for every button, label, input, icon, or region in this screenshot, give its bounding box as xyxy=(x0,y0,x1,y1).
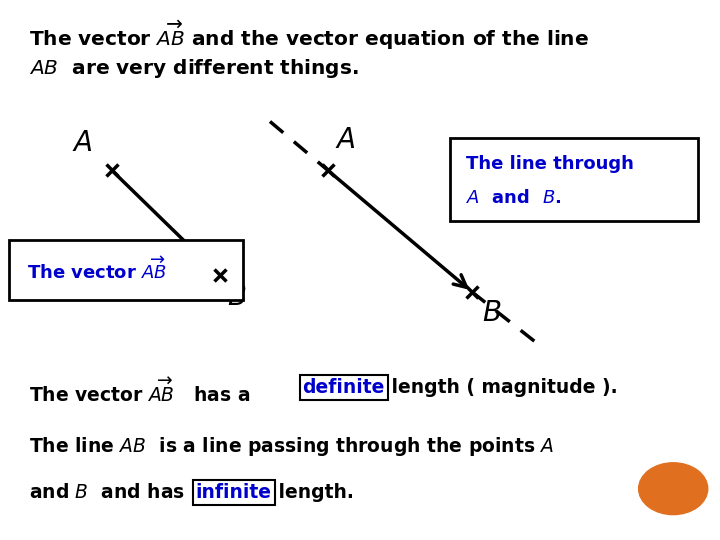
Text: $B$: $B$ xyxy=(482,299,502,327)
Text: infinite: infinite xyxy=(196,483,272,502)
Text: length ( magnitude ).: length ( magnitude ). xyxy=(385,378,618,397)
Circle shape xyxy=(639,463,708,515)
FancyBboxPatch shape xyxy=(9,240,243,300)
Text: length.: length. xyxy=(272,483,354,502)
FancyBboxPatch shape xyxy=(450,138,698,221)
Text: $B$: $B$ xyxy=(227,283,246,311)
Text: and $B$  and has: and $B$ and has xyxy=(29,483,186,502)
Text: definite: definite xyxy=(302,378,384,397)
Text: The line $AB$  is a line passing through the points $A$: The line $AB$ is a line passing through … xyxy=(29,435,554,458)
Text: The vector $\overrightarrow{AB}$ and the vector equation of the line: The vector $\overrightarrow{AB}$ and the… xyxy=(29,19,589,52)
Text: The vector $\overrightarrow{AB}$   has a: The vector $\overrightarrow{AB}$ has a xyxy=(29,378,251,407)
Text: $AB$  are very different things.: $AB$ are very different things. xyxy=(29,57,359,80)
Text: $A$: $A$ xyxy=(72,129,93,157)
Text: $A$  and  $B$.: $A$ and $B$. xyxy=(466,189,562,207)
Text: The vector $\overrightarrow{AB}$: The vector $\overrightarrow{AB}$ xyxy=(27,256,166,284)
Text: The line through: The line through xyxy=(466,154,634,172)
Text: $A$: $A$ xyxy=(335,126,356,154)
